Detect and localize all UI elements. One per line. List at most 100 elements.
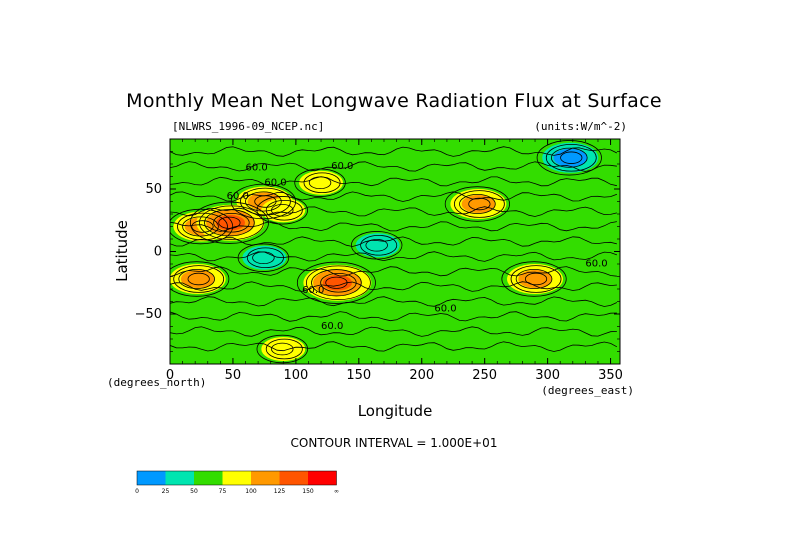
feature-shade — [242, 245, 287, 270]
y-tick: −50 — [135, 307, 620, 322]
field-feature — [261, 337, 306, 361]
x-tick-label: 200 — [409, 368, 434, 383]
x-tick: 150 — [346, 139, 371, 383]
x-tick: 50 — [225, 139, 241, 383]
x-tick-label: 350 — [598, 368, 623, 383]
field-feature — [242, 245, 287, 270]
colorbar-level-label: ∞ — [334, 488, 339, 495]
contour-label: 60.0 — [227, 191, 249, 202]
contour-ring — [365, 238, 388, 252]
contour-ring — [256, 334, 308, 364]
x-axis-ticks: 0 50 100 150 200 250 300 350 — [166, 139, 623, 383]
y-tick-label: 50 — [145, 182, 162, 197]
contour-ring — [453, 190, 505, 218]
y-axis-ticks: −50 0 50 — [135, 182, 620, 322]
feature-contours — [256, 334, 308, 364]
x-tick: 200 — [409, 139, 434, 383]
contour-ring — [271, 342, 294, 356]
units-label: (units:W/m^-2) — [534, 120, 627, 133]
colorbar-swatch — [165, 471, 194, 485]
isoline — [170, 161, 617, 172]
contour-label: 60.0 — [246, 162, 268, 173]
x-tick: 100 — [283, 139, 308, 383]
feature-contours — [444, 186, 510, 222]
x-axis-unit-note: (degrees_east) — [541, 384, 634, 397]
contour-ring — [182, 216, 219, 237]
y-axis-label: Latitude — [113, 220, 131, 282]
colorbar-swatch — [308, 471, 337, 485]
contour-ring — [545, 143, 597, 172]
contour-ring — [536, 140, 602, 176]
x-tick: 250 — [472, 139, 497, 383]
colorbar-level-label: 125 — [274, 488, 286, 495]
colorbar-level-label: 25 — [162, 488, 170, 495]
contour-ring — [501, 261, 567, 297]
contour-ring — [173, 265, 225, 293]
colorbar-swatch — [251, 471, 280, 485]
contour-ring — [240, 187, 291, 216]
feature-contours — [536, 140, 602, 176]
plot-area: 60.0 60.0 60.0 60.0 60.0 60.0 60.0 60.0 — [169, 138, 621, 365]
contour-ring — [187, 272, 210, 286]
contour-ring — [204, 209, 255, 237]
contour-ring — [510, 265, 562, 293]
y-tick-label: −50 — [135, 307, 162, 322]
x-tick-label: 100 — [283, 368, 308, 383]
isoline — [170, 326, 617, 337]
contour-label: 60.0 — [321, 321, 343, 332]
contour-ring — [189, 201, 269, 244]
colorbar-level-label: 75 — [219, 488, 227, 495]
y-tick-label: 0 — [154, 245, 162, 260]
colorbar-swatch — [222, 471, 251, 485]
x-tick: 300 — [535, 139, 560, 383]
feature-contours — [501, 261, 567, 297]
x-tick-label: 250 — [472, 368, 497, 383]
contour-ring — [245, 191, 282, 212]
colorbar-level-label: 150 — [302, 488, 314, 495]
isoline — [170, 236, 617, 247]
colorbar-frame — [136, 470, 337, 486]
field-feature — [355, 233, 400, 258]
isoline — [170, 176, 617, 187]
contour-labels: 60.0 60.0 60.0 60.0 60.0 60.0 60.0 60.0 — [227, 161, 608, 332]
contour-ring — [515, 268, 553, 289]
contour-ring — [360, 234, 398, 256]
colorbar-swatch — [194, 471, 223, 485]
contour-ring — [296, 261, 376, 304]
isoline — [170, 146, 618, 157]
contour-ring — [178, 268, 215, 289]
x-tick-label: 150 — [346, 368, 371, 383]
feature-shade — [261, 198, 306, 223]
contour-ring — [256, 196, 308, 225]
colorbar-swatch — [137, 471, 166, 485]
colorbar: 0 25 50 75 100 125 150 ∞ — [135, 470, 339, 495]
contour-ring — [303, 172, 341, 194]
feature-shade — [355, 233, 400, 258]
contour-label: 60.0 — [585, 259, 607, 270]
x-tick-label: 0 — [166, 368, 174, 383]
contour-ring — [459, 193, 496, 214]
feature-contours — [256, 196, 308, 225]
isoline — [170, 191, 618, 202]
colorbar-level-label: 0 — [135, 488, 139, 495]
y-axis-unit-note: (degrees_north) — [107, 376, 206, 389]
y-tick: 0 — [154, 245, 620, 260]
contour-label: 60.0 — [302, 285, 324, 296]
isoline — [170, 341, 618, 352]
colorbar-level-label: 100 — [245, 488, 257, 495]
contour-ring — [265, 338, 303, 360]
contour-interval: CONTOUR INTERVAL = 1.000E+01 — [291, 436, 498, 450]
contour-ring — [560, 151, 583, 164]
contour-ring — [170, 261, 230, 297]
colorbar-level-label: 50 — [190, 488, 198, 495]
contour-ring — [191, 220, 214, 233]
contour-ring — [306, 265, 371, 301]
contour-ring — [218, 216, 241, 229]
isoline — [170, 281, 617, 292]
contour-ring — [265, 199, 303, 221]
x-tick: 0 — [166, 139, 174, 383]
chart-title: Monthly Mean Net Longwave Radiation Flux… — [126, 90, 662, 112]
field-feature — [261, 198, 306, 223]
contour-ring — [271, 203, 294, 217]
